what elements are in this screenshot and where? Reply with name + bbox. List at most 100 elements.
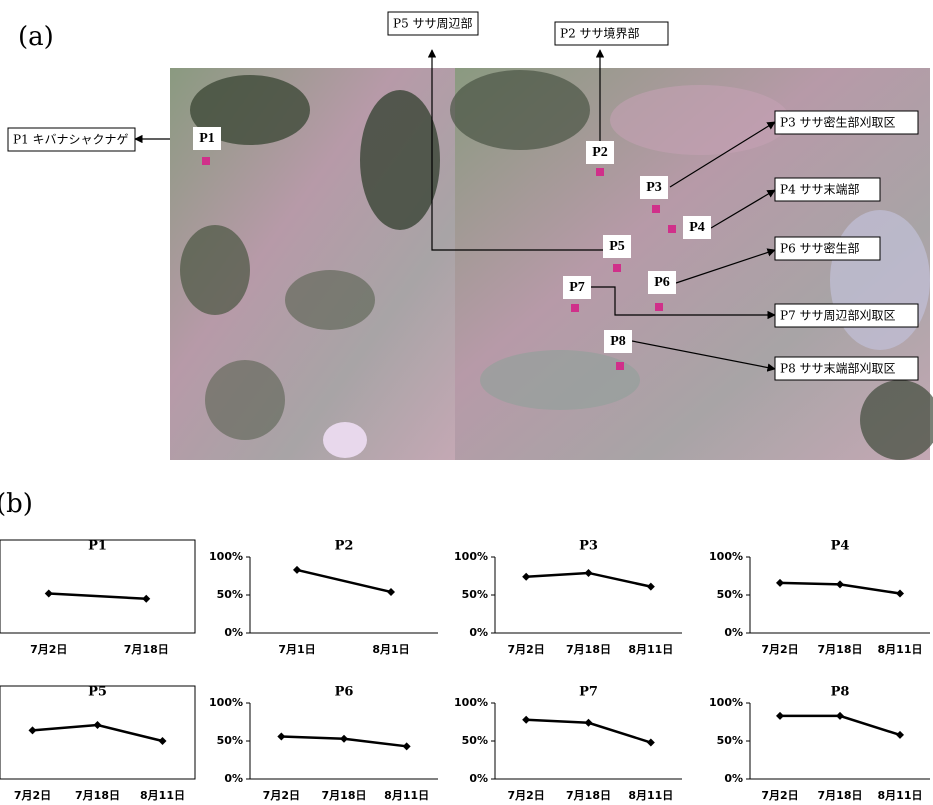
point-label: P1: [199, 131, 215, 146]
x-tick-label: 7月2日: [30, 643, 67, 656]
point-marker: [596, 168, 604, 176]
chart-title: P8: [831, 685, 850, 700]
x-tick-label: 7月18日: [818, 643, 863, 656]
x-tick-label: 8月11日: [628, 789, 673, 802]
y-tick-label: 50%: [717, 588, 743, 601]
data-point: [277, 732, 285, 740]
x-tick-label: 7月2日: [263, 789, 300, 802]
callout-label: P8 ササ末端部刈取区: [780, 361, 896, 376]
chart-title: P4: [831, 539, 850, 554]
chart-title: P3: [579, 539, 598, 554]
data-point: [522, 573, 530, 581]
data-point: [896, 589, 904, 597]
x-tick-label: 7月18日: [124, 643, 169, 656]
y-tick-label: 0%: [224, 626, 243, 639]
x-tick-label: 8月11日: [384, 789, 429, 802]
point-marker: [668, 225, 676, 233]
data-point: [45, 589, 53, 597]
point-label: P7: [569, 280, 585, 295]
data-point: [387, 588, 395, 596]
point-marker: [613, 264, 621, 272]
point-marker: [652, 205, 660, 213]
x-tick-label: 7月2日: [761, 643, 798, 656]
y-tick-label: 50%: [462, 588, 488, 601]
chart-frame: [0, 540, 195, 633]
data-point: [776, 579, 784, 587]
y-tick-label: 100%: [209, 696, 243, 709]
x-tick-label: 7月18日: [322, 789, 367, 802]
chart-frame: [0, 686, 195, 779]
data-point: [159, 737, 167, 745]
y-tick-label: 100%: [454, 550, 488, 563]
y-tick-label: 100%: [709, 550, 743, 563]
point-label: P5: [609, 239, 625, 254]
data-line: [297, 570, 391, 592]
callout-label: P7 ササ周辺部刈取区: [780, 308, 896, 323]
data-point: [647, 583, 655, 591]
data-point: [585, 569, 593, 577]
point-label: P4: [689, 220, 705, 235]
aerial-photo: [170, 68, 455, 460]
callout-label: P4 ササ末端部: [780, 182, 860, 197]
y-tick-label: 50%: [217, 588, 243, 601]
y-tick-label: 100%: [454, 696, 488, 709]
data-point: [647, 739, 655, 747]
data-point: [142, 595, 150, 603]
x-tick-label: 7月2日: [14, 789, 51, 802]
x-tick-label: 7月18日: [818, 789, 863, 802]
y-tick-label: 0%: [469, 626, 488, 639]
point-label: P2: [592, 145, 608, 160]
y-tick-label: 50%: [217, 734, 243, 747]
data-point: [403, 742, 411, 750]
x-tick-label: 8月11日: [628, 643, 673, 656]
x-tick-label: 7月2日: [508, 789, 545, 802]
x-tick-label: 8月11日: [140, 789, 185, 802]
callout-label: P6 ササ密生部: [780, 241, 860, 256]
data-line: [49, 593, 147, 598]
x-tick-label: 8月1日: [372, 643, 409, 656]
callout-label: P5 ササ周辺部: [393, 16, 473, 31]
data-point: [522, 716, 530, 724]
x-tick-label: 7月2日: [508, 643, 545, 656]
y-tick-label: 0%: [724, 772, 743, 785]
chart-title: P5: [88, 685, 107, 700]
point-label: P3: [646, 180, 662, 195]
panel-label: (a): [18, 22, 54, 52]
y-tick-label: 0%: [724, 626, 743, 639]
x-tick-label: 7月18日: [566, 643, 611, 656]
x-tick-label: 7月18日: [566, 789, 611, 802]
chart-title: P7: [579, 685, 598, 700]
data-point: [896, 731, 904, 739]
data-point: [585, 719, 593, 727]
data-point: [94, 721, 102, 729]
point-marker: [571, 304, 579, 312]
chart-title: P1: [88, 539, 107, 554]
data-point: [776, 712, 784, 720]
chart-title: P2: [335, 539, 354, 554]
data-point: [340, 735, 348, 743]
y-tick-label: 50%: [462, 734, 488, 747]
data-point: [836, 712, 844, 720]
x-tick-label: 8月11日: [878, 643, 923, 656]
point-label: P8: [610, 334, 626, 349]
point-marker: [616, 362, 624, 370]
callout-label: P1 キバナシャクナゲ: [13, 133, 129, 147]
chart-title: P6: [335, 685, 354, 700]
y-tick-label: 0%: [469, 772, 488, 785]
x-tick-label: 7月1日: [278, 643, 315, 656]
x-tick-label: 7月2日: [761, 789, 798, 802]
data-point: [836, 580, 844, 588]
data-point: [293, 566, 301, 574]
point-marker: [202, 157, 210, 165]
y-tick-label: 50%: [717, 734, 743, 747]
figure: (a) (b) P1P1 キバナシャクナゲP2P2 ササ境界部P3P3 ササ密生…: [0, 0, 933, 805]
x-tick-label: 7月18日: [75, 789, 120, 802]
x-tick-label: 8月11日: [878, 789, 923, 802]
y-tick-label: 0%: [224, 772, 243, 785]
data-point: [29, 726, 37, 734]
callout-label: P2 ササ境界部: [560, 26, 640, 41]
callout-label: P3 ササ密生部刈取区: [780, 115, 896, 130]
y-tick-label: 100%: [709, 696, 743, 709]
y-tick-label: 100%: [209, 550, 243, 563]
point-marker: [655, 303, 663, 311]
